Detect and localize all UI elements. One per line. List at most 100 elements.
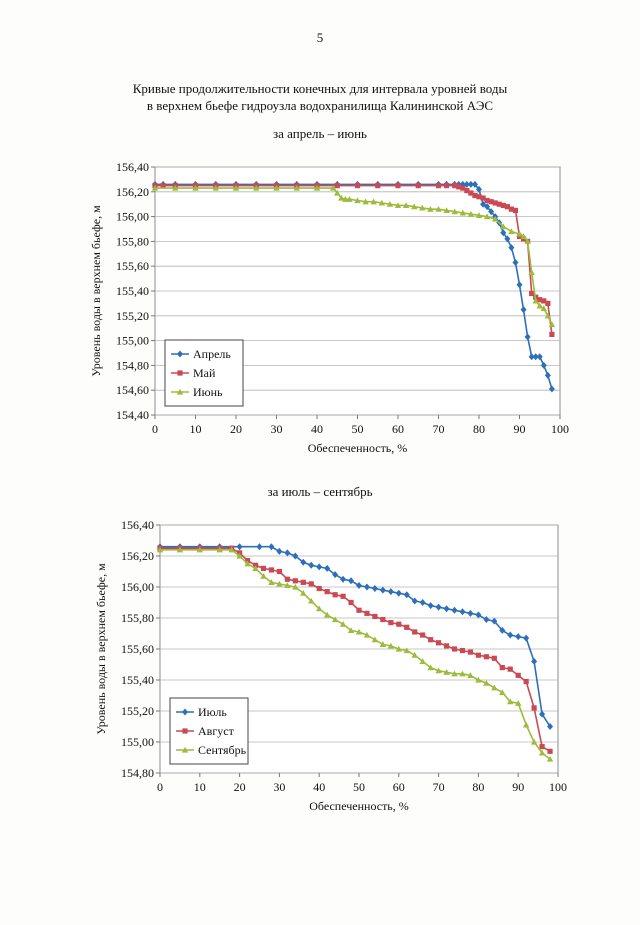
chart-1-series-2-point	[435, 183, 442, 189]
chart-2-series-2-point	[284, 576, 290, 582]
chart-1-series-3-point	[548, 321, 556, 328]
chart-1-series-3-point	[483, 213, 491, 220]
chart-2-series-1-point	[451, 606, 458, 614]
chart-2-series-1-point	[435, 603, 442, 611]
chart-2-series-1-point	[507, 631, 514, 639]
chart-2-x-tick-label: 40	[313, 780, 325, 794]
chart-1-series-2-point	[415, 183, 421, 189]
chart-2-series-2-point	[547, 748, 553, 754]
chart-2-series-3-point	[443, 669, 450, 675]
chart-1-legend-swatch-marker	[176, 388, 184, 395]
chart-2-x-tick-label: 100	[549, 780, 567, 794]
chart-1-series-3-point	[419, 204, 426, 211]
chart-2: 154,80 155,00 155,20 155,40 155,60 155,80 156,…	[94, 518, 567, 813]
chart-2-series-2-point	[475, 652, 481, 658]
chart-2-y-tick-label: 155,80	[121, 611, 154, 625]
chart-2-series-3-point	[379, 641, 387, 647]
chart-1-series-3-point	[467, 210, 475, 217]
chart-1-series-3-point	[273, 184, 280, 191]
chart-1-series-2-point	[484, 197, 490, 204]
chart-2-series-3-point	[451, 670, 458, 677]
chart-2-series-3-point	[196, 546, 203, 553]
chart-2-y-tick-label: 156,20	[121, 549, 154, 563]
chart-2-series-2-point	[539, 744, 545, 750]
chart-1-series-2-point	[334, 183, 340, 189]
chart-2-series-2-point	[507, 666, 513, 672]
chart-2-series-3-point	[371, 636, 379, 643]
chart-2-series-3-point	[419, 658, 426, 664]
chart-1-series-1-point	[500, 229, 507, 237]
chart-1-series-3-point	[451, 208, 458, 215]
chart-1-series-1-point	[548, 385, 555, 393]
chart-2-series-2-point	[348, 599, 354, 606]
chart-2-x-tick-label: 30	[273, 780, 285, 794]
document-title: Кривые продолжительности конечных для ин…	[0, 80, 640, 114]
chart-1-series-1-point	[528, 353, 535, 361]
chart-1-series-2-point	[492, 200, 498, 206]
chart-1-series-1-point	[540, 361, 547, 369]
chart-1-series-1-point	[532, 353, 539, 361]
chart-1-series-3-point	[520, 233, 527, 240]
chart-2-series-1-point	[427, 602, 434, 610]
chart-1-series-1-point	[512, 258, 519, 266]
chart-2-series-2-point	[523, 678, 529, 685]
chart-2-legend-label: Август	[198, 724, 235, 738]
chart-1-series-3-point	[354, 197, 361, 204]
chart-1-series-3-point	[402, 202, 410, 209]
chart-2-series-2-point	[356, 607, 362, 613]
chart-2-title: за июль – сентябрь	[267, 484, 373, 499]
chart-2-series-3-point	[316, 605, 323, 612]
chart-1-series-3-point	[386, 201, 394, 207]
chart-2-series-2-point	[436, 640, 442, 646]
chart-1-series-1-point	[504, 235, 511, 243]
chart-2-x-tick-label: 70	[433, 780, 445, 794]
chart-2-x-axis-label: Обеспеченность, %	[309, 799, 409, 813]
chart-2-x-tick-label: 50	[353, 780, 365, 794]
chart-1-series-3-point	[536, 302, 543, 309]
chart-1-series-3-point	[346, 196, 353, 202]
chart-1-series-3-point	[330, 184, 337, 191]
chart-2-series-3-point	[546, 755, 554, 762]
chart-1-series-2-point	[160, 183, 166, 189]
chart-2-series-1-point	[308, 561, 315, 569]
chart-1-series-3-point	[338, 194, 345, 201]
chart-2-series-3-point	[411, 652, 418, 658]
chart-2-y-tick-label: 156,40	[121, 518, 154, 532]
chart-2-series-2-point	[412, 629, 418, 635]
chart-1-series-2-point	[375, 183, 381, 189]
chart-2-series-1-point	[371, 585, 378, 593]
chart-2-series-2-point	[491, 655, 497, 661]
chart-2-series-3-point	[347, 627, 355, 633]
chart-1-legend-label: Июнь	[193, 385, 223, 399]
chart-1-series-1-point	[524, 333, 531, 341]
chart-1-series-2-point	[541, 298, 547, 304]
chart-2-y-tick-label: 155,60	[121, 642, 154, 656]
chart-1-legend-label: Апрель	[193, 347, 231, 361]
chart-1-series-3-point	[475, 212, 483, 218]
chart-1-series-2-point	[549, 331, 555, 337]
chart-2-series-1-point	[332, 571, 339, 579]
chart-2-series-2-point	[324, 589, 330, 595]
chart-1-series-1-point	[467, 180, 474, 188]
chart-2-series-1-point	[300, 558, 307, 566]
chart-2-series-2-point	[316, 585, 322, 592]
chart-2-series-1-point	[475, 611, 482, 619]
chart-2-series-3-point	[268, 579, 275, 585]
chart-2-x-tick-label: 10	[194, 780, 206, 794]
chart-2-series-3-point	[435, 667, 442, 674]
chart-2-series-3-point	[156, 546, 164, 553]
chart-1-series-1-point	[484, 203, 491, 211]
chart-2-series-2-point	[364, 610, 370, 616]
chart-1-series-1-point	[471, 180, 478, 188]
chart-1-series-1-point	[480, 200, 487, 208]
chart-1-series-2-point	[512, 207, 519, 213]
chart-2-y-axis-label: Уровень воды в верхнем бьефе, м	[94, 563, 108, 735]
chart-2-series-3-point	[331, 616, 339, 623]
chart-2-series-2-point	[396, 621, 402, 627]
chart-1-series-2-point	[480, 195, 486, 201]
chart-2-series-1-point	[515, 633, 522, 641]
chart-1-series-2-point	[395, 183, 401, 189]
chart-1: 154,40 154,60 154,80 155,00 155,20 155,40 155,…	[89, 160, 569, 455]
chart-1-x-tick-label: 40	[311, 422, 323, 436]
chart-1-x-tick-label: 80	[473, 422, 485, 436]
